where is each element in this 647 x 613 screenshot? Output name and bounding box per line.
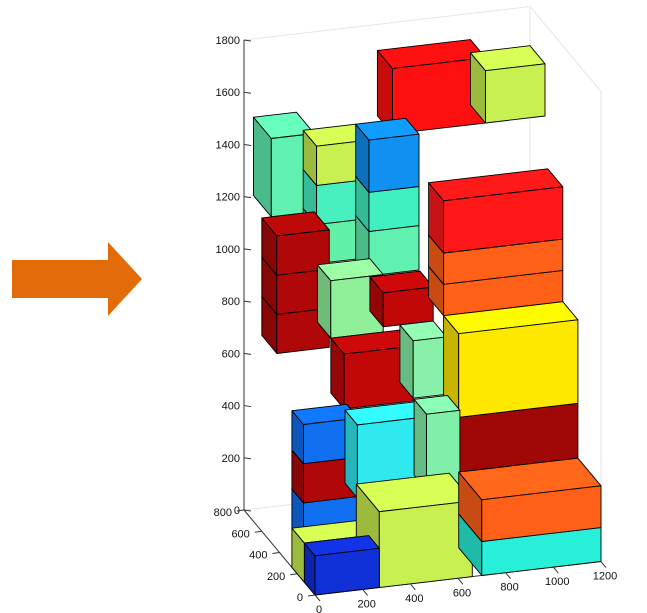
z-tick-label: 0 (234, 505, 240, 517)
z-tick-label: 200 (222, 453, 240, 465)
z-tick-label: 1400 (216, 140, 240, 152)
box-18 (428, 168, 564, 254)
z-tick-mark (243, 143, 252, 146)
z-tick-label: 800 (222, 296, 240, 308)
box-11 (443, 301, 579, 418)
box-9 (413, 394, 461, 491)
x-tick-label: 400 (405, 593, 423, 605)
box-front-face (485, 63, 546, 124)
box-front-face (314, 547, 380, 596)
box-21 (261, 211, 330, 276)
box-front-face (276, 229, 330, 276)
boxes-layer (253, 39, 602, 596)
y-tick-mark (254, 530, 262, 533)
y-tick-mark (272, 552, 280, 554)
z-ticks: 0 200 400 600 800 1000 1200 1400 1600 1800 (216, 35, 252, 517)
z-tick-label: 1000 (216, 244, 240, 256)
z-tick-label: 1200 (216, 192, 240, 204)
box-front-face (368, 133, 420, 193)
z-tick-mark (243, 405, 252, 408)
z-tick-mark (243, 352, 252, 355)
box-29 (376, 39, 486, 135)
box-front-face (412, 336, 447, 399)
box-30 (469, 45, 546, 124)
z-tick-label: 1600 (216, 87, 240, 99)
z-tick-label: 400 (222, 401, 240, 413)
y-tick-mark (290, 573, 298, 576)
box-front-face (481, 485, 602, 542)
x-tick-label: 200 (358, 598, 376, 610)
x-tick-label: 800 (500, 582, 518, 594)
x-tick-mark (505, 572, 512, 580)
box-front-face (443, 186, 564, 254)
x-tick-label: 1200 (593, 571, 617, 583)
x-tick-mark (552, 566, 559, 574)
y-tick-mark (236, 509, 245, 512)
x-tick-label: 1000 (545, 576, 569, 588)
x-tick-mark (409, 583, 416, 591)
box-4 (458, 457, 602, 542)
y-tick-label: 800 (214, 507, 232, 519)
x-tick-label: 600 (453, 587, 471, 599)
x-tick-mark (314, 594, 321, 602)
right-arrow-icon (12, 242, 142, 316)
z-tick-mark (243, 457, 252, 460)
z-tick-mark (243, 39, 252, 42)
z-tick-mark (243, 248, 252, 251)
box-13 (399, 320, 447, 399)
z-tick-mark (243, 300, 252, 303)
y-tick-label: 600 (231, 528, 249, 540)
x-tick-label: 0 (316, 604, 322, 613)
z-tick-mark (243, 196, 252, 199)
box-0 (303, 535, 380, 596)
z-tick-label: 1800 (216, 35, 240, 47)
x-tick-mark (600, 561, 607, 568)
box-front-face (382, 286, 434, 328)
x-tick-mark (362, 589, 369, 596)
box-front-face (368, 186, 420, 232)
box-15 (369, 270, 434, 328)
x-ticks: 0 200 400 600 800 1000 1200 (314, 561, 617, 613)
box-26 (355, 117, 420, 193)
y-tick-mark (307, 594, 316, 597)
box-7 (291, 403, 359, 465)
z-tick-mark (243, 509, 252, 512)
box-front-face (458, 319, 579, 418)
y-tick-label: 200 (267, 571, 285, 583)
y-tick-label: 0 (297, 592, 303, 604)
z-tick-mark (243, 91, 252, 94)
x-tick-mark (457, 577, 464, 585)
z-tick-label: 600 (222, 348, 240, 360)
box-12 (330, 329, 414, 410)
y-tick-label: 400 (249, 550, 267, 562)
